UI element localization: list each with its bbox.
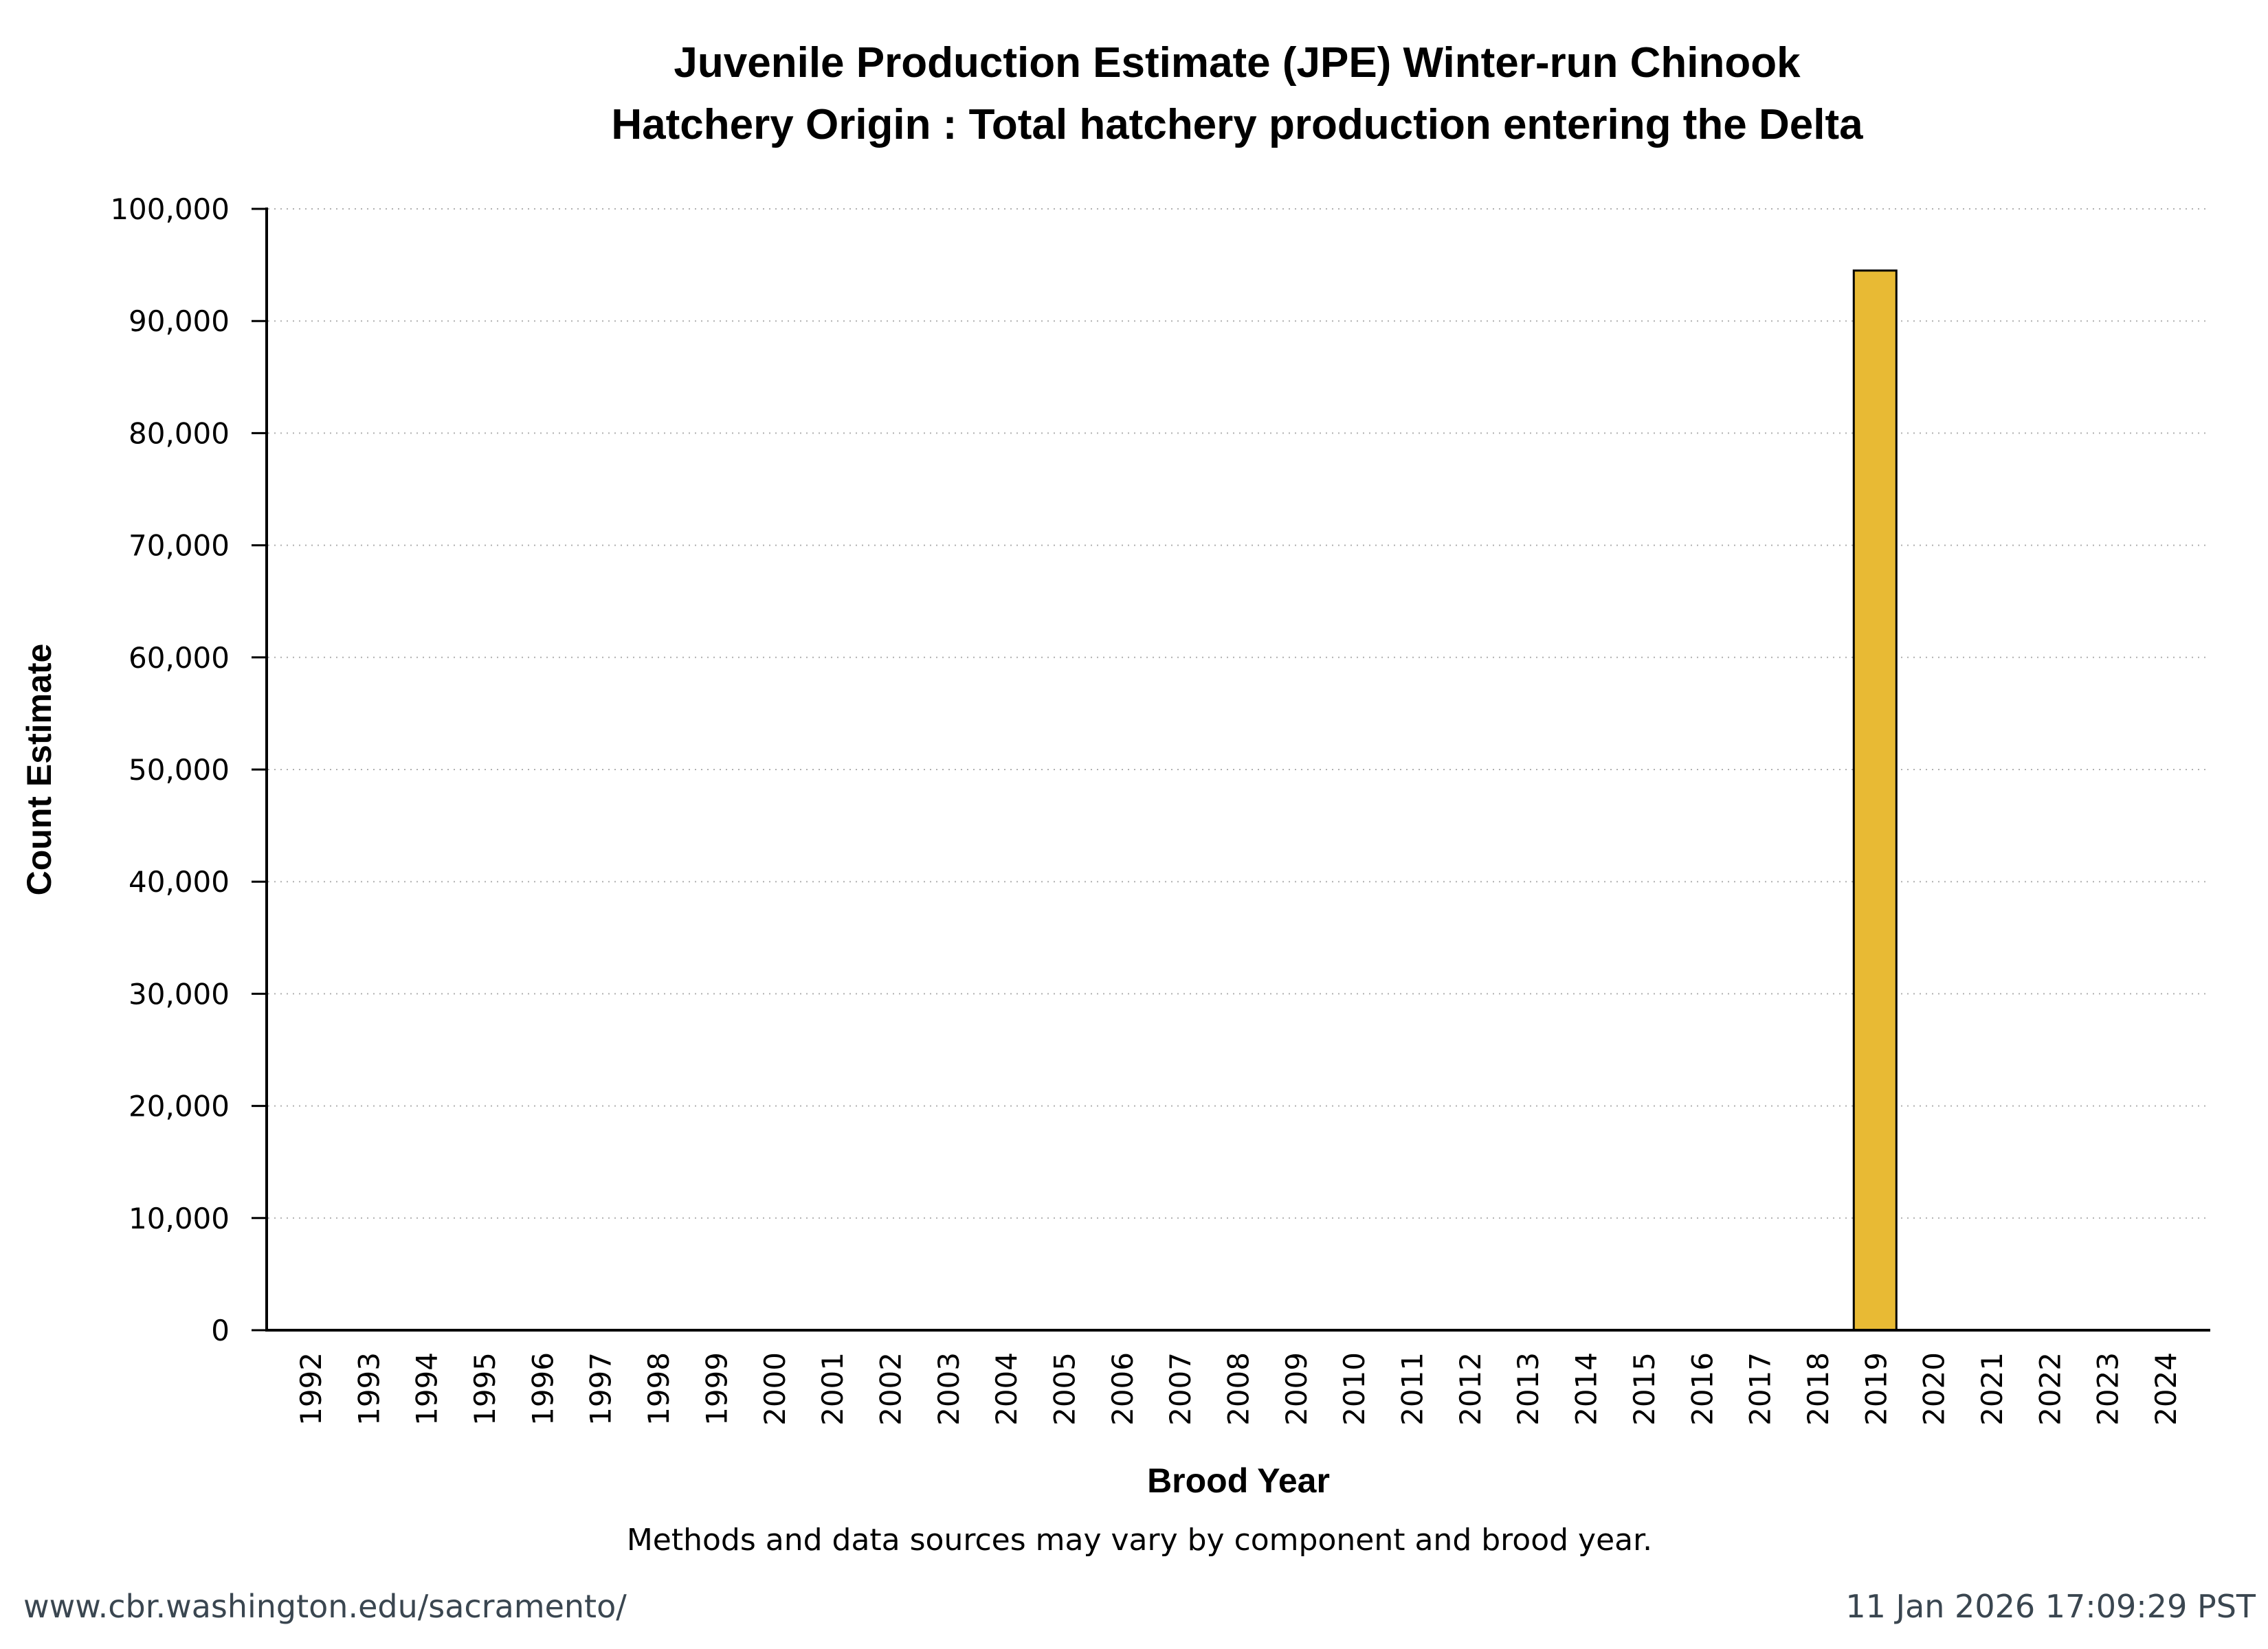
x-tick-label-1995: 1995 — [468, 1352, 502, 1426]
y-tick-label: 30,000 — [129, 977, 230, 1011]
y-tick-label: 10,000 — [129, 1202, 230, 1235]
timestamp: 11 Jan 2026 17:09:29 PST — [1845, 1588, 2256, 1625]
x-tick-label-2021: 2021 — [1975, 1352, 2009, 1426]
bars — [1852, 269, 1898, 1332]
x-tick-label-2007: 2007 — [1164, 1352, 1197, 1426]
x-tick-label-1999: 1999 — [700, 1352, 733, 1426]
x-tick-label-2012: 2012 — [1454, 1352, 1487, 1426]
x-tick-label-2014: 2014 — [1570, 1352, 1603, 1426]
gridlines — [268, 208, 2210, 1219]
methods-note: Methods and data sources may vary by com… — [627, 1523, 1652, 1558]
y-tick-label: 90,000 — [129, 304, 230, 338]
y-axis-ticks: 0 10,000 20,000 30,000 40,000 50,000 60,000 70,… — [110, 192, 267, 1347]
bar-2019 — [1852, 269, 1898, 1332]
y-tick-label: 50,000 — [129, 753, 230, 787]
y-tick-label: 70,000 — [129, 529, 230, 563]
x-tick-label-2016: 2016 — [1685, 1352, 1719, 1426]
x-tick-label-2009: 2009 — [1280, 1352, 1313, 1426]
x-tick-label-1996: 1996 — [526, 1352, 559, 1426]
x-tick-label-2018: 2018 — [1801, 1352, 1835, 1426]
x-tick-label-2003: 2003 — [932, 1352, 966, 1426]
chart-title: Juvenile Production Estimate (JPE) Winte… — [674, 39, 1801, 87]
x-tick-label-2022: 2022 — [2033, 1352, 2067, 1426]
x-tick-label-2015: 2015 — [1627, 1352, 1661, 1426]
y-tick-label: 80,000 — [129, 416, 230, 450]
x-tick-label-2005: 2005 — [1047, 1352, 1081, 1426]
x-tick-label-2023: 2023 — [2091, 1352, 2125, 1426]
x-tick-label-2002: 2002 — [874, 1352, 907, 1426]
x-tick-label-1994: 1994 — [410, 1352, 444, 1426]
x-tick-label-2019: 2019 — [1859, 1352, 1893, 1426]
x-tick-label-1993: 1993 — [352, 1352, 386, 1426]
x-tick-label-2011: 2011 — [1396, 1352, 1430, 1426]
x-axis-ticks: 1992 1993 1994 1995 1996 1997 1998 1999 2000 2001… — [294, 1352, 2183, 1426]
x-tick-label-2024: 2024 — [2149, 1352, 2183, 1426]
y-tick-label: 60,000 — [129, 641, 230, 675]
y-tick-label: 20,000 — [129, 1090, 230, 1123]
x-axis-title: Brood Year — [1147, 1461, 1330, 1500]
source-url: www.cbr.washington.edu/sacramento/ — [23, 1588, 627, 1625]
x-tick-label-2013: 2013 — [1511, 1352, 1545, 1426]
y-axis-title: Count Estimate — [20, 644, 58, 896]
x-tick-label-1998: 1998 — [642, 1352, 676, 1426]
y-tick-label: 100,000 — [110, 192, 230, 226]
x-tick-label-2006: 2006 — [1106, 1352, 1139, 1426]
x-tick-label-2001: 2001 — [816, 1352, 849, 1426]
y-tick-label: 40,000 — [129, 865, 230, 899]
x-tick-label-2004: 2004 — [990, 1352, 1023, 1426]
x-tick-label-1997: 1997 — [584, 1352, 618, 1426]
x-tick-label-2017: 2017 — [1744, 1352, 1777, 1426]
x-tick-label-1992: 1992 — [294, 1352, 328, 1426]
y-tick-label: 0 — [211, 1314, 230, 1347]
x-tick-label-2000: 2000 — [758, 1352, 792, 1426]
x-tick-label-2010: 2010 — [1337, 1352, 1371, 1426]
x-tick-label-2008: 2008 — [1222, 1352, 1256, 1426]
chart-subtitle: Hatchery Origin : Total hatchery product… — [611, 101, 1863, 148]
x-tick-label-2020: 2020 — [1917, 1352, 1951, 1426]
